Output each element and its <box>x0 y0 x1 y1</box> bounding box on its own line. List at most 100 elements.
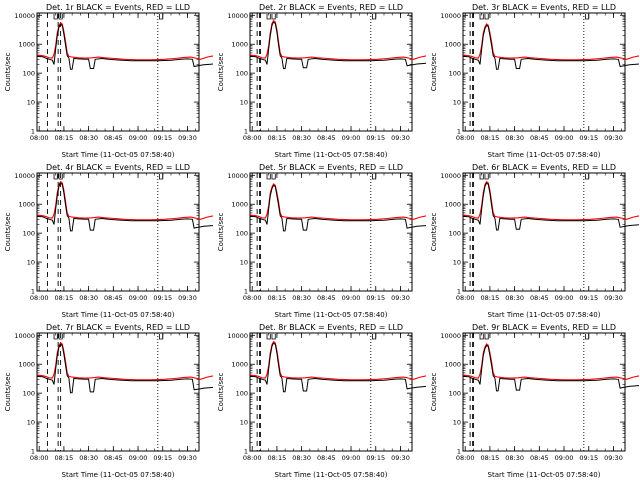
x-tick-label: 09:15 <box>366 454 385 462</box>
attenuator-marker <box>585 14 590 20</box>
attenuator-marker <box>372 174 377 180</box>
x-tick-label: 09:15 <box>153 454 172 462</box>
lightcurve-svg: Det. 3r BLACK = Events, RED = LLD Counts/… <box>430 3 639 159</box>
x-tick-label: 08:15 <box>55 134 74 142</box>
y-tick-label: 10000 <box>227 332 248 340</box>
y-axis-label: Counts/sec <box>430 373 438 412</box>
x-tick-label: 08:15 <box>55 294 74 302</box>
attenuator-marker <box>266 14 271 20</box>
y-tick-label: 100 <box>23 230 35 238</box>
y-tick-label: 1000 <box>444 201 461 209</box>
attenuator-marker <box>585 174 590 180</box>
attenuator-marker <box>266 334 271 340</box>
plot-frame <box>462 172 626 292</box>
y-tick-label: 10 <box>453 99 461 107</box>
y-tick-label: 100 <box>236 390 248 398</box>
x-tick-label: 08:30 <box>505 294 524 302</box>
x-tick-label: 08:15 <box>268 454 287 462</box>
plot-frame <box>249 172 413 292</box>
x-tick-label: 09:15 <box>366 134 385 142</box>
y-tick-label: 10000 <box>440 172 461 180</box>
events-series-line <box>36 23 213 70</box>
y-axis-label: Counts/sec <box>217 53 225 92</box>
y-axis-label: Counts/sec <box>430 53 438 92</box>
y-tick-label: 100 <box>236 70 248 78</box>
lightcurve-svg: Det. 9r BLACK = Events, RED = LLD Counts/… <box>430 323 639 479</box>
y-tick-label: 10 <box>453 259 461 267</box>
attenuator-marker <box>271 334 276 340</box>
x-axis-label: Start Time (11-Oct-05 07:58:40) <box>275 471 388 479</box>
attenuator-marker <box>372 14 377 20</box>
y-axis-label: Counts/sec <box>4 53 12 92</box>
x-tick-label: 08:00 <box>30 454 49 462</box>
y-tick-label: 1 <box>244 448 248 456</box>
y-axis-label: Counts/sec <box>430 213 438 252</box>
detector-panel: Det. 8r BLACK = Events, RED = LLD Counts/… <box>213 320 426 480</box>
x-tick-label: 08:30 <box>292 134 311 142</box>
detector-panel: Det. 1r BLACK = Events, RED = LLD Counts/… <box>0 0 213 160</box>
x-tick-label: 09:00 <box>342 294 361 302</box>
y-tick-label: 1000 <box>18 361 35 369</box>
x-tick-label: 09:00 <box>555 454 574 462</box>
y-tick-label: 1 <box>31 288 35 296</box>
lld-series-line <box>36 341 213 381</box>
lld-series-line <box>36 180 213 221</box>
lightcurve-svg: Det. 1r BLACK = Events, RED = LLD Counts/… <box>4 3 213 159</box>
plot-frame <box>249 332 413 452</box>
attenuator-marker <box>58 334 63 340</box>
x-tick-label: 09:15 <box>579 294 598 302</box>
y-axis-label: Counts/sec <box>4 373 12 412</box>
chart-title: Det. 4r BLACK = Events, RED = LLD <box>46 163 190 172</box>
x-tick-label: 09:30 <box>604 294 623 302</box>
x-tick-label: 09:30 <box>178 454 197 462</box>
y-tick-label: 1000 <box>231 361 248 369</box>
x-tick-label: 08:30 <box>505 134 524 142</box>
y-tick-label: 1 <box>457 288 461 296</box>
events-series-line <box>249 342 426 393</box>
x-tick-label: 09:00 <box>129 134 148 142</box>
y-tick-label: 1 <box>31 448 35 456</box>
y-tick-label: 10 <box>453 419 461 427</box>
plot-frame <box>36 172 200 292</box>
x-tick-label: 08:00 <box>456 134 475 142</box>
x-tick-label: 09:00 <box>342 134 361 142</box>
attenuator-marker <box>484 334 489 340</box>
y-tick-label: 10 <box>240 259 248 267</box>
x-axis-label: Start Time (11-Oct-05 07:58:40) <box>488 311 601 319</box>
x-tick-label: 08:30 <box>292 454 311 462</box>
chart-title: Det. 5r BLACK = Events, RED = LLD <box>259 163 403 172</box>
lld-series-line <box>36 21 213 61</box>
plot-frame <box>249 12 413 132</box>
y-tick-label: 1 <box>457 128 461 136</box>
y-tick-label: 10000 <box>227 12 248 20</box>
x-tick-label: 09:00 <box>342 454 361 462</box>
attenuator-marker <box>159 174 164 180</box>
events-series-line <box>36 343 213 394</box>
events-series-line <box>462 344 639 392</box>
x-tick-label: 08:15 <box>481 454 500 462</box>
attenuator-marker <box>372 334 377 340</box>
plot-frame <box>36 332 200 452</box>
x-tick-label: 08:45 <box>104 134 123 142</box>
x-tick-label: 08:45 <box>104 294 123 302</box>
attenuator-marker <box>484 14 489 20</box>
x-tick-label: 09:15 <box>366 294 385 302</box>
y-tick-label: 1000 <box>231 41 248 49</box>
x-tick-label: 09:15 <box>579 454 598 462</box>
y-tick-label: 1000 <box>444 361 461 369</box>
chart-title: Det. 6r BLACK = Events, RED = LLD <box>472 163 616 172</box>
x-axis-label: Start Time (11-Oct-05 07:58:40) <box>62 311 175 319</box>
x-axis-label: Start Time (11-Oct-05 07:58:40) <box>62 151 175 159</box>
x-tick-label: 09:00 <box>129 454 148 462</box>
y-tick-label: 10000 <box>440 12 461 20</box>
attenuator-marker <box>53 334 58 340</box>
attenuator-marker <box>479 14 484 20</box>
lightcurve-svg: Det. 2r BLACK = Events, RED = LLD Counts/… <box>217 3 426 159</box>
detector-panel: Det. 9r BLACK = Events, RED = LLD Counts/… <box>426 320 639 480</box>
y-tick-label: 10 <box>240 99 248 107</box>
x-tick-label: 08:00 <box>30 134 49 142</box>
y-tick-label: 10 <box>27 259 35 267</box>
chart-title: Det. 9r BLACK = Events, RED = LLD <box>472 323 616 332</box>
y-tick-label: 10000 <box>227 172 248 180</box>
y-tick-label: 10000 <box>440 332 461 340</box>
